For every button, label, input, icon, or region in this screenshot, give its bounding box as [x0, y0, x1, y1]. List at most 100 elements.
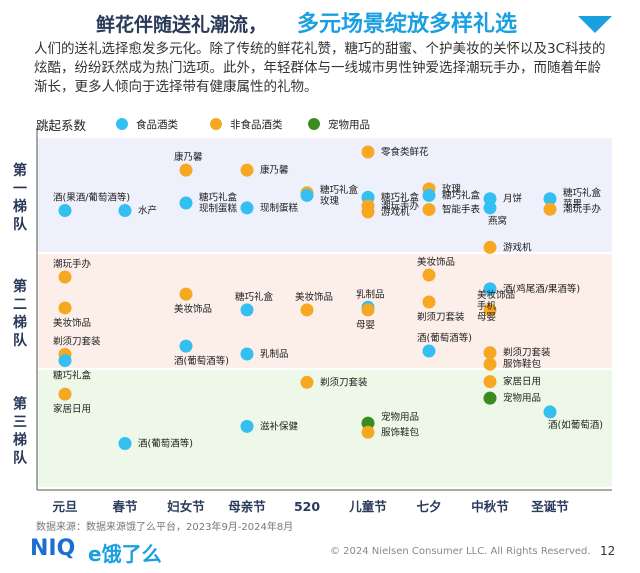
data-point	[179, 287, 193, 301]
tier-label: 第二梯队	[13, 278, 28, 349]
tier-label: 第一梯队	[13, 162, 28, 233]
data-label: 酒(葡萄酒等)	[417, 332, 472, 344]
data-label: 潮玩手办	[381, 200, 420, 212]
data-label: 糖巧礼盒现制蛋糕	[199, 191, 238, 214]
data-point	[543, 192, 557, 206]
title-part-2: 多元场景绽放多样礼选	[297, 12, 518, 37]
legend-label: 食品酒类	[136, 118, 178, 131]
legend-label: 非食品酒类	[230, 118, 283, 131]
data-point	[300, 375, 314, 389]
data-point	[422, 268, 436, 282]
data-label: 糖巧礼盒苹果	[563, 187, 602, 210]
x-tick-label: 七夕	[416, 499, 441, 514]
data-point	[483, 192, 497, 206]
data-label: 糖巧礼盒玫瑰	[320, 184, 359, 207]
data-label: 剃须刀套装	[503, 347, 551, 359]
data-point	[361, 425, 375, 439]
tier-band	[37, 138, 612, 252]
data-point	[483, 240, 497, 254]
data-label: 糖巧礼盒	[381, 191, 420, 203]
data-point	[58, 387, 72, 401]
data-label: 燕窝	[488, 215, 507, 227]
data-point	[361, 145, 375, 159]
data-point	[118, 436, 132, 450]
data-point	[483, 282, 497, 296]
data-point	[361, 303, 375, 317]
data-point	[58, 270, 72, 284]
data-label: 酒(鸡尾酒/果酒等)	[503, 283, 580, 295]
x-tick-label: 儿童节	[348, 499, 387, 514]
data-point	[240, 303, 254, 317]
intro-paragraph: 人们的送礼选择愈发多元化。除了传统的鲜花礼赞，糖巧的甜蜜、个护美妆的关怀以及3C…	[34, 41, 606, 95]
data-point	[422, 344, 436, 358]
data-label: 滋补保健	[260, 420, 299, 432]
tier-band	[37, 254, 612, 368]
data-label: 潮玩手办	[563, 203, 602, 215]
x-tick-label: 春节	[111, 499, 138, 514]
data-label: 糖巧礼盒	[235, 291, 274, 303]
data-label: 现制蛋糕	[260, 202, 299, 214]
data-point	[240, 419, 254, 433]
legend-marker	[308, 118, 320, 130]
data-label: 美妆饰品	[417, 256, 455, 268]
data-label: 月饼	[503, 193, 523, 205]
data-label: 服饰鞋包	[503, 358, 542, 370]
data-point	[422, 188, 436, 202]
data-label: 剃须刀套装	[417, 311, 465, 323]
page-title: 鲜花伴随送礼潮流， 多元场景绽放多样礼选	[0, 4, 640, 38]
data-point	[422, 295, 436, 309]
data-point	[361, 416, 375, 430]
data-point	[179, 196, 193, 210]
data-label: 家居日用	[503, 376, 541, 388]
data-label: 剃须刀套装	[53, 335, 101, 347]
x-tick-label: 中秋节	[471, 499, 509, 514]
data-label: 酒(葡萄酒等)	[174, 355, 229, 367]
tier-band	[37, 370, 612, 487]
eleme-logo: e饿了么	[88, 542, 162, 566]
data-point	[118, 204, 132, 218]
data-point	[58, 354, 72, 368]
data-label: 宠物用品	[381, 411, 419, 423]
data-point	[179, 163, 193, 177]
x-tick-label: 母亲节	[228, 499, 266, 514]
data-label: 糖巧礼盒	[442, 189, 481, 201]
data-label: 酒(葡萄酒等)	[138, 437, 193, 449]
data-label: 游戏机	[503, 241, 532, 253]
data-point	[300, 303, 314, 317]
x-tick-label: 妇女节	[166, 499, 205, 514]
legend-label: 宠物用品	[328, 118, 370, 131]
data-point	[240, 163, 254, 177]
x-tick-label: 圣诞节	[530, 499, 569, 514]
data-label: 零食类鲜花	[381, 146, 429, 158]
y-axis-label: 跳起系数	[36, 118, 87, 133]
data-point	[483, 303, 497, 317]
data-label: 玫瑰	[442, 183, 462, 195]
legend-marker	[116, 118, 128, 130]
data-point	[483, 201, 497, 215]
title-part-1: 鲜花伴随送礼潮流，	[96, 14, 268, 36]
data-label: 宠物用品	[503, 392, 541, 404]
copyright-text: © 2024 Nielsen Consumer LLC. All Rights …	[330, 546, 591, 557]
x-tick-label: 520	[294, 499, 320, 514]
data-point	[179, 339, 193, 353]
data-label: 母婴	[356, 320, 375, 331]
data-label: 酒(如葡萄酒)	[548, 419, 603, 431]
data-label: 美妆饰品	[295, 291, 333, 303]
page-number: 12	[600, 544, 616, 558]
data-point	[240, 347, 254, 361]
data-label: 水产	[138, 205, 157, 217]
data-point	[240, 201, 254, 215]
data-label: 美妆饰品手机母婴	[477, 289, 515, 323]
data-point	[543, 405, 557, 419]
data-label: 剃须刀套装	[320, 376, 368, 388]
data-label: 酒(果酒/葡萄酒等)	[53, 192, 130, 204]
data-source-note: 数据来源：数据来源饿了么平台，2023年9月-2024年8月	[36, 522, 294, 533]
niq-logo: NIQ	[30, 536, 76, 561]
triangle-down-icon	[578, 16, 612, 33]
data-label: 游戏机	[381, 206, 410, 218]
legend-marker	[210, 118, 222, 130]
data-point	[543, 202, 557, 216]
data-label: 乳制品	[356, 288, 385, 300]
tier-label: 第三梯队	[13, 396, 28, 467]
data-point	[300, 188, 314, 202]
